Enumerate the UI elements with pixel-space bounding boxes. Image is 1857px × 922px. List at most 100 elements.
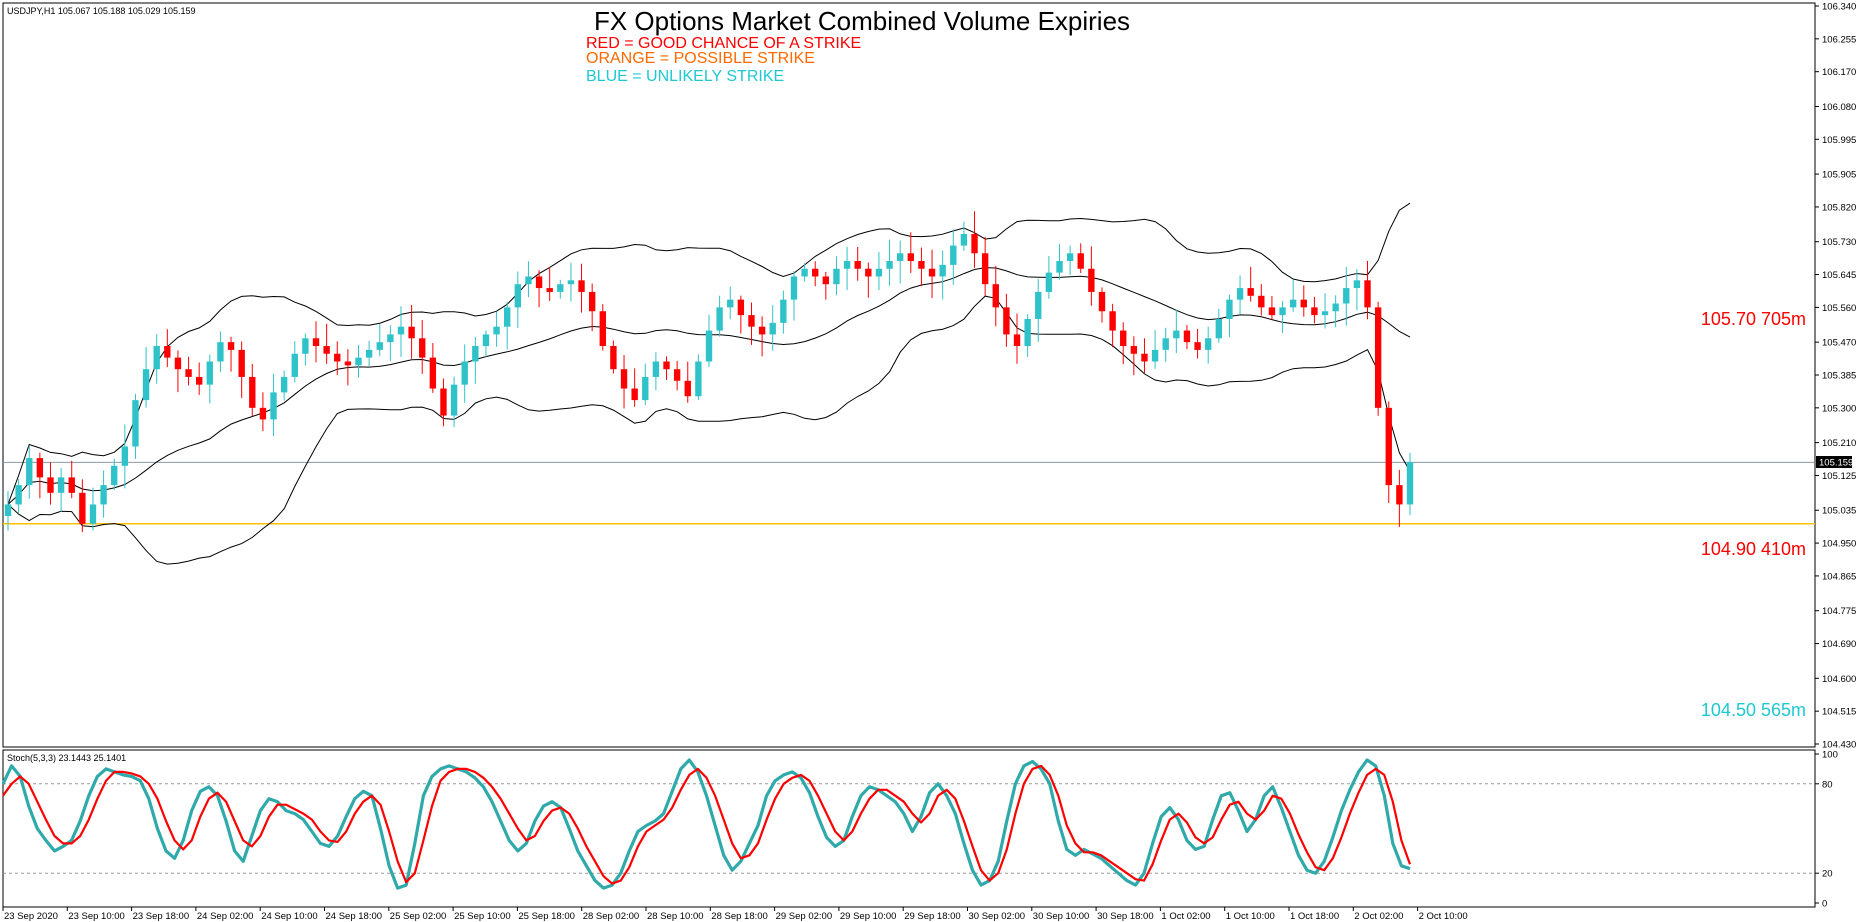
candle-bear: [588, 291, 596, 312]
candle-bull: [1321, 311, 1329, 316]
candle-bull: [1162, 338, 1169, 350]
time-tick-label: 2 Oct 02:00: [1354, 911, 1403, 922]
candle-bear: [1098, 291, 1106, 312]
candle-bull: [567, 280, 575, 285]
candle-bull: [1353, 280, 1361, 289]
time-tick-label: 28 Sep 10:00: [647, 911, 704, 922]
price-tick-label: 105.470: [1822, 338, 1856, 349]
candle-bear: [164, 346, 171, 358]
candle-bear: [227, 342, 235, 350]
candle-bull: [939, 264, 946, 277]
candle-bear: [238, 349, 245, 377]
candle-bull: [695, 361, 702, 397]
candle-bear: [174, 357, 182, 370]
candle-bear: [822, 276, 830, 285]
candle-bull: [790, 276, 798, 300]
candle-bull: [100, 485, 107, 505]
candle-bull: [302, 338, 309, 354]
price-tick-label: 104.600: [1822, 674, 1856, 685]
time-tick-label: 25 Sep 02:00: [390, 911, 447, 922]
candle-bull: [514, 284, 522, 308]
candle-bull: [291, 353, 298, 377]
candle-bull: [482, 334, 490, 347]
candle-bear: [812, 268, 819, 277]
candle-bear: [1077, 253, 1084, 269]
candle-bear: [673, 369, 681, 381]
time-tick-label: 23 Sep 2020: [4, 911, 58, 922]
candle-bull: [365, 349, 373, 358]
candle-bull: [705, 330, 713, 362]
candle-bull: [950, 245, 957, 265]
candle-bull: [376, 342, 383, 350]
candle-bear: [68, 477, 75, 493]
candle-bear: [47, 477, 54, 493]
candle-bull: [270, 392, 277, 420]
candle-bull: [397, 326, 405, 335]
candle-bear: [663, 361, 670, 370]
stoch-label: Stoch(5,3,3) 23.1443 25.1401: [7, 753, 126, 763]
time-tick-label: 23 Sep 18:00: [133, 911, 190, 922]
candle-bull: [1289, 299, 1297, 308]
time-tick-label: 28 Sep 02:00: [583, 911, 640, 922]
candle-bull: [280, 376, 288, 393]
candle-bear: [1300, 299, 1307, 308]
candle-bear: [1088, 268, 1095, 292]
candle-bear: [334, 353, 341, 362]
candle-bear: [578, 280, 585, 292]
candle-bear: [440, 388, 447, 416]
candle-bull: [4, 504, 12, 517]
candle-bear: [1130, 346, 1138, 354]
candle-bull: [461, 361, 468, 385]
price-tick-label: 105.820: [1822, 202, 1856, 213]
price-pane[interactable]: [2, 2, 1816, 748]
candle-bear: [1364, 280, 1371, 308]
price-tick-label: 105.125: [1822, 471, 1856, 482]
candle-bear: [684, 380, 691, 397]
candle-bull: [1205, 338, 1212, 350]
stoch-tick-label: 80: [1822, 779, 1833, 790]
candle-bull: [1226, 299, 1233, 319]
candle-bear: [620, 369, 628, 389]
time-tick-label: 29 Sep 18:00: [904, 911, 961, 922]
candle-bear: [854, 261, 861, 269]
price-tick-label: 106.080: [1822, 102, 1856, 113]
candle-bear: [981, 253, 989, 285]
candle-bull: [89, 504, 97, 524]
candle-bull: [206, 361, 213, 385]
candle-bull: [1215, 318, 1223, 339]
stochastic-pane[interactable]: [2, 749, 1816, 908]
candle-bull: [1056, 261, 1063, 273]
time-tick-label: 2 Oct 10:00: [1419, 911, 1468, 922]
time-tick-label: 30 Sep 18:00: [1097, 911, 1154, 922]
candle-bull: [1035, 291, 1042, 319]
candle-bull: [642, 376, 649, 401]
candle-bull: [111, 465, 118, 486]
candle-bear: [195, 376, 203, 385]
candle-bear: [79, 492, 86, 524]
price-tick-label: 104.515: [1822, 707, 1856, 718]
price-tick-label: 105.730: [1822, 237, 1856, 248]
candle-bull: [15, 485, 22, 505]
candle-bear: [865, 268, 872, 277]
candle-bear: [1258, 295, 1265, 308]
price-tick-label: 104.690: [1822, 639, 1856, 650]
candle-bull: [217, 342, 224, 362]
candle-bear: [1013, 334, 1021, 347]
candle-bear: [1003, 307, 1010, 335]
current-price-label: 105.159: [1819, 458, 1853, 469]
candle-bear: [1396, 485, 1403, 505]
price-tick-label: 104.775: [1822, 606, 1856, 617]
candle-bull: [121, 446, 129, 466]
candle-bull: [1343, 288, 1350, 304]
current-price-tag: [1816, 456, 1852, 468]
price-tick-label: 104.865: [1822, 571, 1856, 582]
candle-bear: [344, 361, 352, 366]
candle-bull: [57, 477, 65, 493]
price-tick-label: 105.560: [1822, 303, 1856, 314]
candle-bear: [1268, 307, 1276, 316]
candle-bear: [599, 311, 606, 347]
candle-bull: [875, 268, 883, 277]
price-tick-label: 105.035: [1822, 506, 1856, 517]
candle-bear: [1120, 330, 1127, 347]
